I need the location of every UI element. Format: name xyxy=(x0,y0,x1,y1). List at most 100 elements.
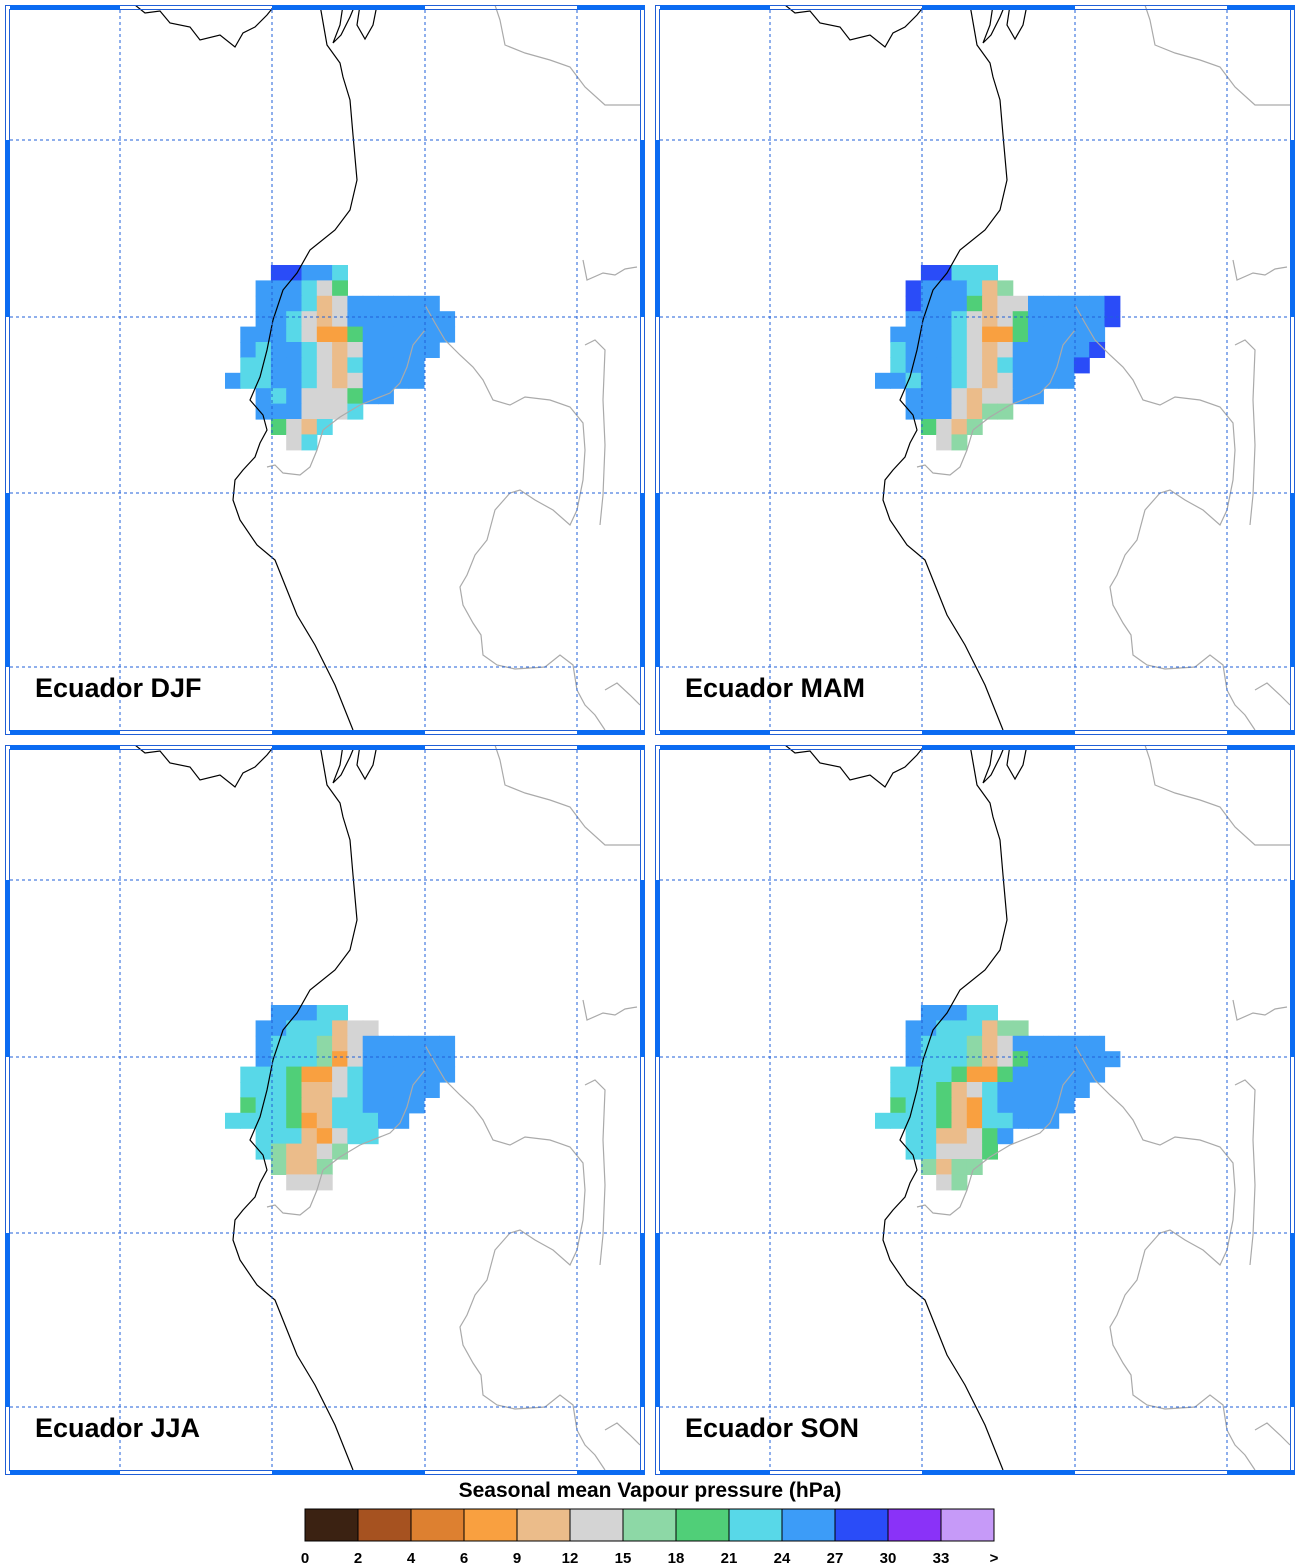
data-cell xyxy=(982,295,998,312)
data-cell xyxy=(347,326,364,343)
data-cell xyxy=(439,1051,456,1068)
data-cell xyxy=(936,1159,953,1175)
data-cell xyxy=(997,1082,1014,1098)
data-cell xyxy=(393,1082,410,1098)
data-cell xyxy=(347,1112,364,1129)
data-cell xyxy=(439,1066,456,1083)
data-cell xyxy=(225,372,241,389)
data-cell xyxy=(905,1051,922,1068)
data-cell xyxy=(347,372,364,389)
data-cell xyxy=(332,326,348,343)
data-cell xyxy=(347,1066,364,1083)
colorbar-swatch xyxy=(940,1508,995,1542)
data-cell xyxy=(332,1082,348,1098)
data-cell xyxy=(362,311,379,328)
data-cell xyxy=(347,342,364,358)
data-cell xyxy=(286,419,303,435)
data-cell xyxy=(920,342,937,358)
data-cell xyxy=(362,1128,379,1145)
data-cell xyxy=(1028,1035,1044,1052)
data-cell xyxy=(1012,1112,1029,1129)
data-cell xyxy=(966,311,983,328)
data-cell xyxy=(1073,342,1090,358)
data-cell xyxy=(393,357,410,374)
data-cell xyxy=(301,1051,318,1068)
frame-tick-bar xyxy=(660,1470,770,1475)
data-field xyxy=(875,265,1121,451)
data-cell xyxy=(270,1082,287,1098)
data-cell xyxy=(286,342,303,358)
data-cell xyxy=(920,1066,937,1083)
data-cell xyxy=(905,280,922,297)
country-borders xyxy=(916,745,1291,1471)
frame-tick-bar xyxy=(1227,1470,1295,1475)
panel-son: Ecuador SON xyxy=(655,745,1295,1475)
data-cell xyxy=(301,1020,318,1037)
data-cell xyxy=(890,1066,907,1083)
data-cell xyxy=(936,357,953,374)
data-cell xyxy=(347,1082,364,1098)
data-cell xyxy=(270,1066,287,1083)
data-cell xyxy=(378,1097,394,1114)
frame-tick-bar xyxy=(577,1470,645,1475)
data-cell xyxy=(408,1051,425,1068)
frame-tick-bar xyxy=(10,730,120,735)
data-cell xyxy=(951,1097,968,1114)
data-cell xyxy=(920,403,937,420)
data-cell xyxy=(286,1159,303,1175)
data-field xyxy=(225,1005,456,1191)
data-cell xyxy=(378,388,394,405)
frame-tick-bar xyxy=(922,5,1075,10)
frame-tick-bar xyxy=(1290,880,1295,1057)
data-cell xyxy=(966,403,983,420)
data-cell xyxy=(439,1035,456,1052)
data-cell xyxy=(1028,357,1044,374)
data-cell xyxy=(378,1112,394,1129)
data-cell xyxy=(393,326,410,343)
data-cell xyxy=(332,1066,348,1083)
data-cell xyxy=(378,295,394,312)
data-cell xyxy=(378,342,394,358)
data-cell xyxy=(286,1112,303,1129)
data-cell xyxy=(301,1066,318,1083)
data-cell xyxy=(997,295,1014,312)
data-cell xyxy=(997,326,1014,343)
data-cell xyxy=(951,434,968,451)
data-cell xyxy=(393,1066,410,1083)
data-cell xyxy=(966,265,983,281)
colorbar-tick-label: 0 xyxy=(301,1550,309,1565)
data-cell xyxy=(316,342,333,358)
data-cell xyxy=(951,311,968,328)
frame-tick-bar xyxy=(922,730,1075,735)
data-cell xyxy=(316,372,333,389)
data-cell xyxy=(920,1143,937,1160)
data-cell xyxy=(997,1066,1014,1083)
frame-tick-bar xyxy=(5,1233,10,1407)
data-cell xyxy=(1058,1097,1075,1114)
data-cell xyxy=(982,388,998,405)
data-cell xyxy=(951,372,968,389)
data-cell xyxy=(240,1112,257,1129)
colorbar-swatch xyxy=(675,1508,730,1542)
data-cell xyxy=(316,1066,333,1083)
data-cell xyxy=(1073,357,1090,374)
data-cell xyxy=(997,1112,1014,1129)
data-cell xyxy=(347,1051,364,1068)
data-cell xyxy=(936,1143,953,1160)
frame-tick-bar xyxy=(10,745,120,750)
data-cell xyxy=(890,1082,907,1098)
data-cell xyxy=(362,357,379,374)
data-cell xyxy=(890,1097,907,1114)
data-cell xyxy=(423,295,440,312)
data-cell xyxy=(301,265,318,281)
data-cell xyxy=(286,311,303,328)
data-cell xyxy=(1073,1082,1090,1098)
data-cell xyxy=(332,1097,348,1114)
data-cell xyxy=(362,372,379,389)
data-cell xyxy=(362,1097,379,1114)
data-cell xyxy=(332,280,348,297)
frame-tick-bar xyxy=(1227,5,1295,10)
data-cell xyxy=(270,326,287,343)
data-cell xyxy=(362,342,379,358)
data-cell xyxy=(286,1082,303,1098)
